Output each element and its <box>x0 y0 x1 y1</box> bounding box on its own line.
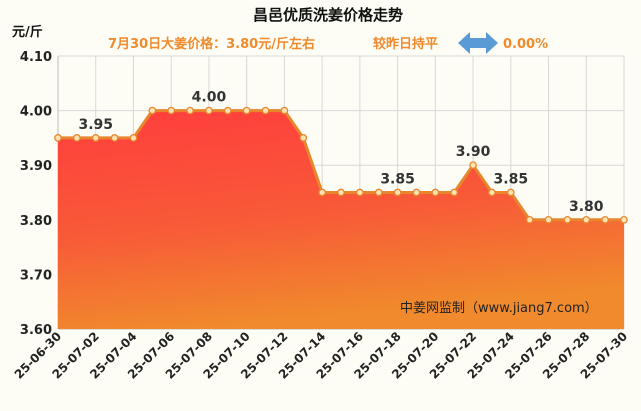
data-point <box>525 215 534 224</box>
marker-layer <box>54 106 628 224</box>
data-point <box>167 106 176 115</box>
data-point <box>280 106 289 115</box>
data-point <box>299 134 308 142</box>
compare-text: 较昨日持平 <box>373 36 438 52</box>
data-point <box>91 134 100 142</box>
y-axis-label: 元/斤 <box>12 24 43 40</box>
data-point <box>110 134 119 142</box>
data-point <box>374 188 383 197</box>
data-point <box>488 188 496 197</box>
data-point <box>129 134 138 142</box>
data-point <box>412 188 421 197</box>
data-labels: 3.954.003.853.903.853.80 <box>78 90 603 215</box>
data-point <box>186 106 194 115</box>
data-point <box>318 188 326 197</box>
data-point <box>205 106 213 115</box>
y-tick-label: 4.10 <box>20 50 52 65</box>
data-point <box>393 188 402 197</box>
data-point <box>148 106 157 115</box>
data-point <box>469 161 477 170</box>
price-summary-text: 7月30日大姜价格：3.80元/斤左右 <box>108 36 315 52</box>
data-label: 3.85 <box>380 172 415 188</box>
data-point <box>563 215 572 224</box>
y-tick-label: 3.70 <box>20 268 52 283</box>
double-arrow-icon <box>458 32 498 54</box>
x-tick-labels: 25-06-3025-07-0225-07-0425-07-0625-07-08… <box>12 329 630 381</box>
data-point <box>73 134 81 142</box>
watermark-text: 中姜网监制（www.jiang7.com） <box>400 301 598 316</box>
chart-title: 昌邑优质洗姜价格走势 <box>253 6 403 24</box>
data-point <box>223 106 232 115</box>
change-percent-text: 0.00% <box>503 37 548 52</box>
data-label: 3.90 <box>456 144 491 160</box>
data-point <box>601 215 609 224</box>
y-tick-labels: 3.60 3.70 3.80 3.90 4.00 4.10 <box>20 50 52 338</box>
data-point <box>54 134 62 142</box>
data-point <box>356 188 364 197</box>
area-layer <box>58 109 624 329</box>
data-point <box>544 215 553 224</box>
data-label: 3.80 <box>569 199 604 215</box>
data-point <box>582 215 591 224</box>
y-tick-label: 3.60 <box>20 323 52 338</box>
data-point <box>506 188 515 197</box>
data-point <box>431 188 440 197</box>
data-point <box>337 188 345 197</box>
data-point <box>620 215 628 224</box>
data-label: 4.00 <box>192 90 227 106</box>
data-point <box>450 188 459 197</box>
data-label: 3.95 <box>78 117 113 133</box>
data-point <box>242 106 251 115</box>
data-label: 3.85 <box>494 172 529 188</box>
y-tick-label: 4.00 <box>20 105 52 120</box>
data-point <box>261 106 270 115</box>
y-tick-label: 3.80 <box>20 214 52 229</box>
price-area-fill <box>58 110 624 329</box>
y-tick-label: 3.90 <box>20 159 52 174</box>
